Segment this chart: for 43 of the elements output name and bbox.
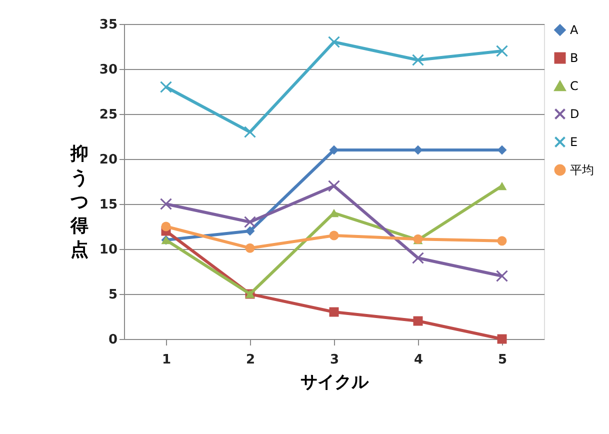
legend-label: E [570,135,578,149]
point [245,226,255,236]
legend-label: D [570,107,580,121]
point [244,216,256,228]
legend-label: C [570,79,578,93]
point [160,198,172,210]
y-axis-title: 抑うつ得点 [70,144,88,260]
point [329,145,339,155]
y-tick-label: 30 [99,62,118,78]
point [497,334,507,344]
y-tick-label: 20 [99,152,118,168]
x-tick-label: 3 [330,352,340,368]
x-tick-label: 2 [246,352,256,368]
point [497,182,507,190]
point [412,252,424,264]
x-tick-label: 5 [498,352,508,368]
y-tick-label: 15 [99,198,118,212]
point [328,36,340,48]
y-tick-label: 5 [108,288,118,302]
x-axis-title: サイクル [300,372,370,392]
point [497,145,507,155]
x-tick-label: 4 [414,352,424,368]
point [497,236,507,246]
y-tick-label: 10 [99,242,118,258]
legend-label: B [570,51,578,65]
point [496,270,508,282]
x-tick-label: 1 [162,352,172,368]
point [160,80,172,94]
point [161,222,171,232]
legend-label: 平均 [570,163,594,177]
point [329,307,339,317]
y-tick-label: 35 [99,18,118,32]
y-tick-label: 25 [99,108,118,122]
point [328,180,340,192]
y-tick-label: 0 [108,332,118,348]
point [412,54,424,66]
point [413,316,423,326]
point [245,243,255,253]
point [244,126,256,138]
point [413,145,423,155]
point [496,44,508,58]
legend-label: A [570,23,579,37]
point [329,230,339,240]
